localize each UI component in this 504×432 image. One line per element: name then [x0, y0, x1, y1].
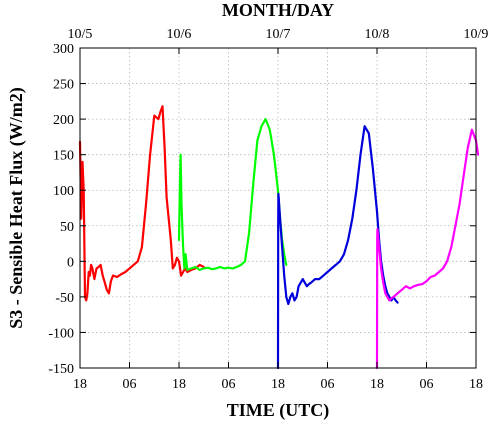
x-tick-labels-bottom: 18 06 18 06 18 06 18 06 18 — [73, 377, 483, 392]
x-tick-label-top: 10/9 — [464, 27, 489, 42]
y-tick-label: 300 — [53, 42, 74, 57]
y-tick-labels: -150 -100 -50 0 50 100 150 200 250 300 — [48, 42, 74, 377]
y-tick-label: -50 — [55, 291, 74, 306]
y-tick-label: -150 — [48, 362, 74, 377]
x-tick-label-bottom: 18 — [73, 377, 87, 392]
x-tick-label-top: 10/8 — [365, 27, 390, 42]
x-tick-label-top: 10/7 — [266, 27, 291, 42]
x-tick-label-bottom: 06 — [123, 377, 137, 392]
y-tick-label: -100 — [48, 326, 74, 341]
x-tick-label-bottom: 06 — [222, 377, 236, 392]
y-tick-label: 100 — [53, 184, 74, 199]
axis-ticks — [79, 47, 477, 369]
x-tick-label-bottom: 06 — [321, 377, 335, 392]
y-tick-label: 50 — [60, 220, 74, 235]
x-tick-label-bottom: 18 — [271, 377, 285, 392]
series-line — [78, 105, 205, 302]
top-axis-title: MONTH/DAY — [222, 0, 334, 20]
x-tick-label-bottom: 18 — [172, 377, 186, 392]
data-series — [78, 105, 480, 370]
y-tick-label: 200 — [53, 113, 74, 128]
y-axis-title: S3 - Sensible Heat Flux (W/m2) — [6, 87, 27, 329]
x-tick-label-top: 10/6 — [167, 27, 192, 42]
x-tick-label-bottom: 18 — [469, 377, 483, 392]
x-tick-label-bottom: 06 — [420, 377, 434, 392]
y-tick-label: 250 — [53, 78, 74, 93]
series-line — [177, 117, 288, 271]
x-tick-label-top: 10/5 — [68, 27, 93, 42]
x-tick-labels-top: 10/5 10/6 10/7 10/8 10/9 — [68, 27, 489, 42]
y-tick-label: 0 — [67, 255, 74, 270]
x-tick-label-bottom: 18 — [370, 377, 384, 392]
y-tick-label: 150 — [53, 149, 74, 164]
x-axis-title: TIME (UTC) — [227, 400, 330, 421]
series-line — [375, 128, 480, 370]
